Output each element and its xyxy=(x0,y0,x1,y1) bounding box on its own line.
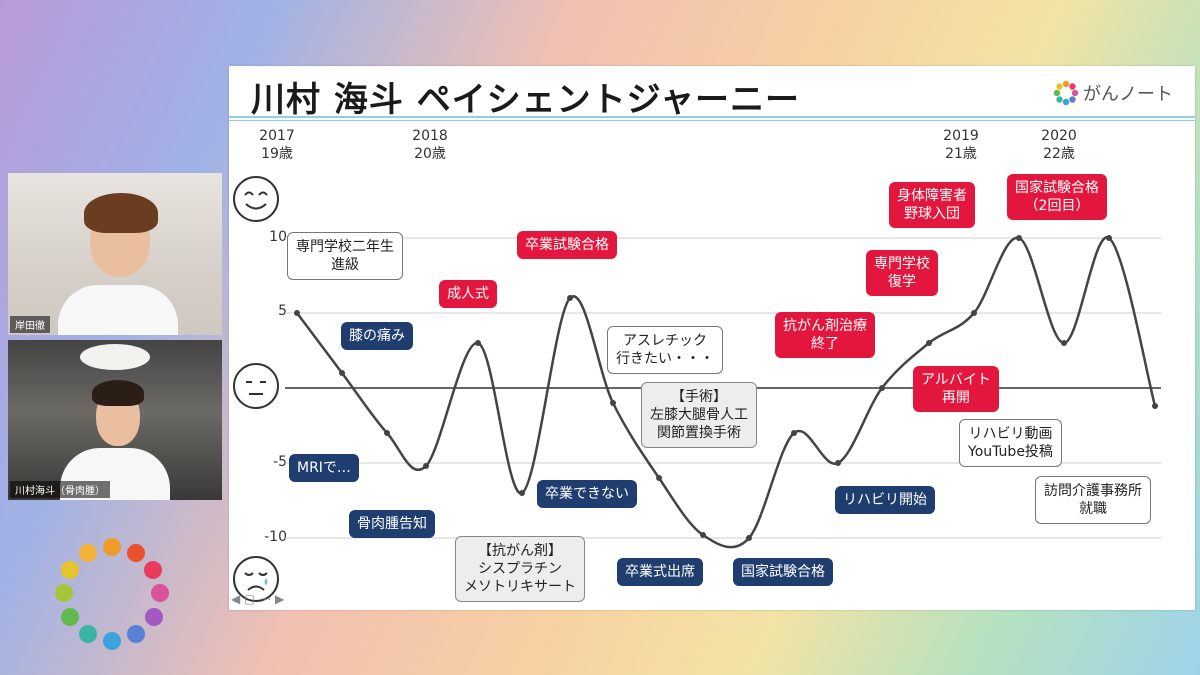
data-point xyxy=(835,460,841,466)
data-point xyxy=(656,475,662,481)
title-rule xyxy=(229,120,1195,121)
participant-name: 岸田徹 xyxy=(10,316,50,333)
neutral-face-icon xyxy=(233,363,279,409)
ring-logo xyxy=(55,538,169,650)
event-part-time-job: アルバイト 再開 xyxy=(913,366,999,412)
data-point xyxy=(1152,403,1158,409)
event-surgery: 【手術】 左膝大腿骨人工 関節置換手術 xyxy=(641,382,757,448)
data-point xyxy=(926,340,932,346)
data-point xyxy=(791,430,797,436)
data-point xyxy=(1016,235,1022,241)
event-cannot-graduate: 卒業できない xyxy=(537,480,637,508)
data-point xyxy=(519,490,525,496)
happy-face-icon xyxy=(233,176,279,222)
data-point xyxy=(610,400,616,406)
event-national-exam-2: 国家試験合格 （2回目） xyxy=(1007,174,1107,220)
event-athletic-wish: アスレチック 行きたい・・・ xyxy=(607,326,723,374)
brand: がんノート xyxy=(1053,80,1173,106)
data-point xyxy=(294,310,300,316)
brand-logo-icon xyxy=(1053,80,1079,106)
y-tick: -5 xyxy=(273,454,287,470)
event-coming-of-age: 成人式 xyxy=(439,280,497,308)
video-tile-host[interactable]: 岸田徹 xyxy=(8,173,222,335)
year-label-2017: 2017 19歳 xyxy=(259,128,295,162)
slide-navigation[interactable]: ◀ ▢ ⋯ ▶ xyxy=(231,592,285,606)
data-point xyxy=(567,295,573,301)
data-point xyxy=(475,340,481,346)
video-tile-guest[interactable]: 川村海斗（骨肉腫） xyxy=(8,340,222,500)
data-point xyxy=(746,535,752,541)
event-chemo-end: 抗がん剤治療 終了 xyxy=(775,312,875,358)
data-point xyxy=(700,532,706,538)
brand-label: がんノート xyxy=(1083,84,1173,105)
data-point xyxy=(339,370,345,376)
event-graduation-ceremony: 卒業式出席 xyxy=(617,558,703,586)
data-point xyxy=(879,385,885,391)
title-rule xyxy=(229,116,1195,118)
journey-curve xyxy=(296,236,1157,549)
event-baseball-team: 身体障害者 野球入団 xyxy=(889,182,975,228)
year-label-2018: 2018 20歳 xyxy=(412,128,448,162)
data-point xyxy=(1106,235,1112,241)
event-graduation-exam: 卒業試験合格 xyxy=(517,231,617,259)
y-tick: 5 xyxy=(278,303,287,319)
slide-title: 川村 海斗 ペイシェントジャーニー xyxy=(251,80,800,120)
sad-face-icon xyxy=(233,556,279,602)
data-point xyxy=(384,430,390,436)
data-point xyxy=(1061,340,1067,346)
data-point xyxy=(423,463,429,469)
event-employment: 訪問介護事務所 就職 xyxy=(1035,476,1151,524)
event-national-exam: 国家試験合格 xyxy=(733,558,833,586)
year-label-2020: 2020 22歳 xyxy=(1041,128,1077,162)
data-point xyxy=(971,310,977,316)
event-rehab-start: リハビリ開始 xyxy=(835,486,935,514)
event-youtube: リハビリ動画 YouTube投稿 xyxy=(959,419,1062,467)
event-knee-pain: 膝の痛み xyxy=(341,322,413,350)
event-chemotherapy: 【抗がん剤】 シスプラチン メソトリキサート xyxy=(455,536,585,602)
event-school-return: 専門学校 復学 xyxy=(866,250,938,296)
event-mri: MRIで… xyxy=(289,454,359,482)
year-label-2019: 2019 21歳 xyxy=(943,128,979,162)
event-diagnosis: 骨肉腫告知 xyxy=(349,510,435,538)
y-tick: 10 xyxy=(269,229,287,245)
y-tick: -10 xyxy=(264,529,287,545)
participant-name: 川村海斗（骨肉腫） xyxy=(10,481,110,498)
presentation-slide: 川村 海斗 ペイシェントジャーニー がんノート 2017 19歳 2018 20歳 … xyxy=(229,66,1195,610)
event-school-promotion: 専門学校二年生 進級 xyxy=(287,232,403,280)
